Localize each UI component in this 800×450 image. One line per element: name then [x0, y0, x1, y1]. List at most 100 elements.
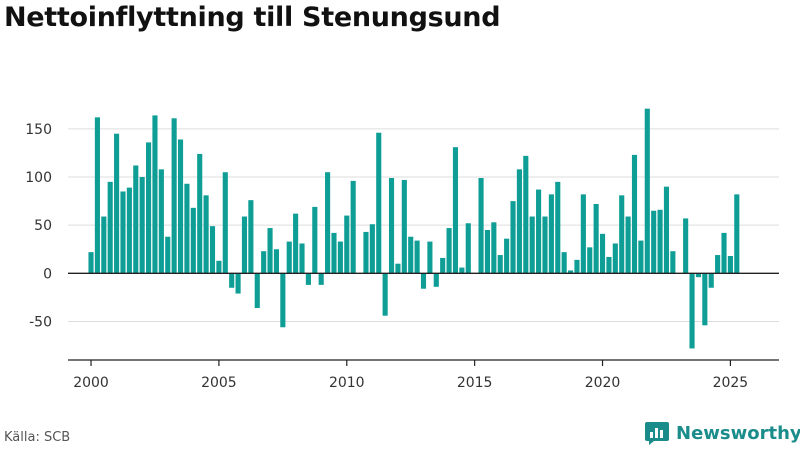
bar	[414, 240, 420, 274]
bar	[101, 216, 107, 274]
bar	[382, 273, 388, 316]
brand-name: Newsworthy	[676, 422, 800, 444]
y-tick-label: 0	[43, 266, 52, 282]
bar	[651, 210, 657, 274]
bar	[663, 186, 670, 274]
x-tick-label: 2000	[73, 375, 109, 391]
bar	[133, 165, 139, 274]
bar	[516, 169, 522, 274]
bar	[94, 117, 100, 274]
bar	[267, 228, 273, 274]
bar	[644, 108, 650, 274]
bar	[599, 233, 606, 274]
bar	[401, 179, 407, 274]
bar	[280, 273, 286, 328]
bar	[331, 232, 337, 274]
bar	[146, 142, 152, 274]
bar	[254, 273, 260, 308]
bar	[152, 115, 158, 274]
bar	[452, 147, 459, 274]
bar	[465, 223, 471, 274]
bar	[497, 255, 503, 274]
bar	[312, 206, 318, 274]
bar	[222, 172, 228, 274]
bar	[184, 183, 190, 274]
bar	[529, 216, 535, 274]
bar	[158, 169, 164, 274]
bar	[715, 255, 721, 274]
bar	[139, 177, 145, 274]
bar	[548, 194, 554, 274]
x-axis-ticks: 2000 2005 2010 2015 2020 2025	[73, 360, 748, 391]
bar	[120, 191, 126, 274]
bar	[702, 273, 708, 326]
bar	[273, 249, 279, 274]
bar	[478, 178, 484, 274]
bar	[446, 228, 452, 274]
bar	[229, 273, 235, 288]
x-tick-label: 2005	[201, 375, 237, 391]
x-tick-label: 2020	[585, 375, 621, 391]
bar	[536, 189, 542, 274]
bar	[619, 195, 625, 274]
y-tick-label: 150	[25, 122, 52, 138]
bar	[248, 200, 254, 274]
bar	[88, 252, 94, 274]
bar	[695, 273, 701, 278]
bar	[510, 201, 516, 274]
bar	[657, 209, 663, 274]
bar	[293, 213, 299, 274]
bar	[625, 216, 631, 274]
bar	[440, 257, 446, 274]
bar-chart: -50 0 50 100 150 2000 2005 2010 2015 2020 2025	[25, 108, 779, 391]
bar	[523, 155, 529, 274]
bar	[708, 273, 714, 288]
x-tick-label: 2015	[457, 375, 493, 391]
bar	[177, 139, 184, 274]
bar	[420, 273, 427, 289]
bar	[369, 224, 375, 274]
y-tick-label: 50	[34, 218, 52, 234]
bar	[235, 273, 241, 294]
bar	[587, 247, 593, 274]
bar	[114, 133, 120, 274]
x-tick-label: 2010	[329, 375, 365, 391]
bar	[568, 270, 574, 274]
bar	[209, 226, 216, 274]
bar	[344, 215, 350, 274]
bar	[491, 222, 497, 274]
bar	[484, 230, 490, 274]
bar	[580, 194, 586, 274]
bar	[325, 172, 331, 274]
bar	[734, 194, 740, 274]
bar	[631, 154, 638, 274]
bar	[305, 273, 311, 285]
brand-logo: Newsworthy	[644, 420, 800, 446]
source-note: Källa: SCB	[4, 430, 71, 445]
bar	[555, 181, 561, 274]
bar	[721, 232, 727, 274]
bar	[350, 180, 356, 274]
bar	[286, 241, 292, 274]
bar	[241, 216, 248, 274]
bar	[427, 241, 433, 274]
bar	[638, 240, 644, 274]
bar	[337, 241, 343, 274]
bar	[408, 236, 414, 274]
bar	[165, 236, 171, 274]
bars	[88, 108, 740, 349]
bar	[689, 273, 695, 349]
y-tick-label: 100	[25, 170, 52, 186]
bar	[606, 256, 612, 274]
bar	[126, 187, 132, 274]
bar	[190, 207, 196, 274]
chart-title: Nettoinflyttning till Stenungsund	[4, 2, 501, 33]
bar	[612, 243, 618, 274]
bar	[670, 251, 676, 274]
bar	[727, 256, 733, 274]
y-tick-label: -50	[29, 314, 52, 330]
bar	[395, 263, 401, 274]
bar	[171, 118, 177, 274]
newsworthy-logo-icon	[645, 422, 669, 445]
bar	[318, 273, 324, 285]
